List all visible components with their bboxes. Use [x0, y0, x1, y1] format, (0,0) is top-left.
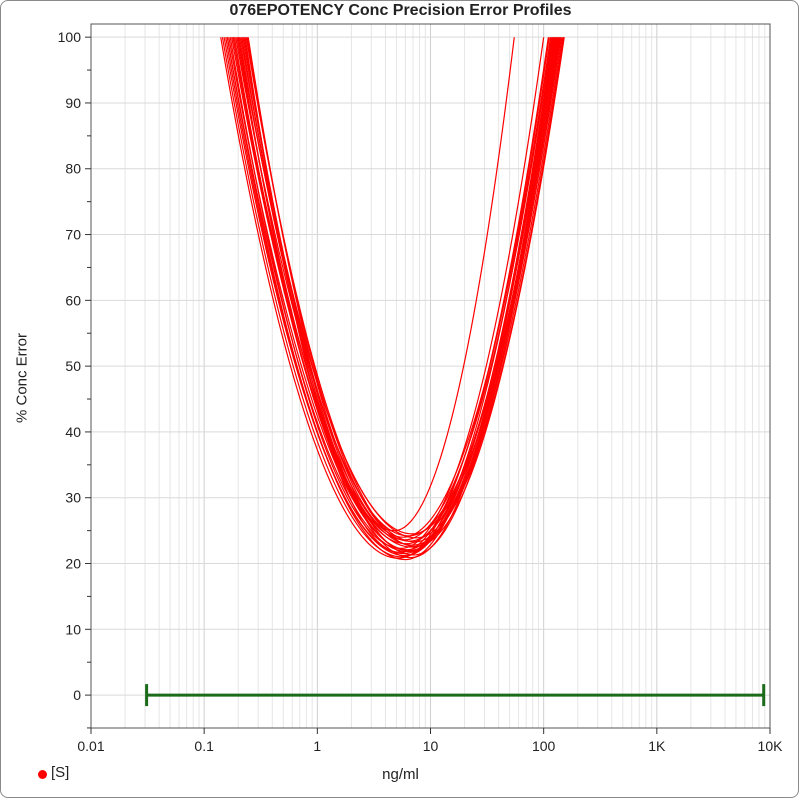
y-tick-label: 0 [73, 687, 81, 703]
legend-marker [38, 770, 47, 779]
precision-profile-curve [233, 37, 557, 545]
legend-label: [S] [51, 764, 70, 781]
precision-profile-curve [245, 37, 564, 548]
y-tick-label: 90 [65, 95, 81, 111]
x-tick-label: 100 [532, 738, 556, 754]
precision-profile-curve [229, 37, 545, 549]
y-tick-label: 80 [65, 161, 81, 177]
precision-profile-curve [226, 37, 555, 561]
precision-profile-curve [223, 37, 554, 557]
x-tick-label: 10K [758, 738, 784, 754]
chart-title: 076EPOTENCY Conc Precision Error Profile… [229, 2, 572, 19]
y-tick-label: 100 [58, 29, 82, 45]
x-tick-label: 1 [313, 738, 321, 754]
precision-profile-curve [232, 37, 558, 552]
precision-profile-curve [244, 37, 550, 553]
y-tick-label: 70 [65, 227, 81, 243]
y-tick-label: 40 [65, 424, 81, 440]
x-axis-label: ng/ml [382, 766, 419, 783]
y-tick-label: 60 [65, 292, 81, 308]
y-tick-label: 30 [65, 490, 81, 506]
x-tick-label: 1K [648, 738, 666, 754]
y-tick-label: 20 [65, 556, 81, 572]
x-tick-label: 0.1 [194, 738, 214, 754]
legend: [S] [38, 764, 69, 781]
y-tick-label: 10 [65, 621, 81, 637]
precision-profile-curve [237, 37, 515, 532]
x-tick-label: 10 [423, 738, 439, 754]
x-tick-label: 0.01 [77, 738, 104, 754]
y-tick-label: 50 [65, 358, 81, 374]
precision-profile-curve [220, 37, 549, 559]
precision-profile-curve [247, 37, 552, 538]
